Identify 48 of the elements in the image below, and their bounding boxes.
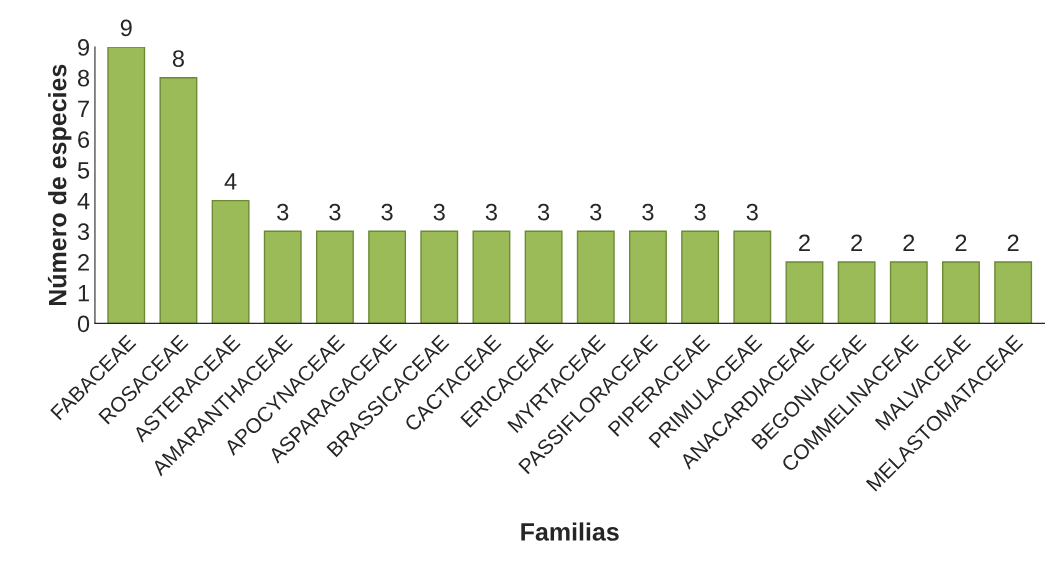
data-label: 3 (694, 203, 706, 221)
bar (315, 230, 354, 324)
bar (994, 261, 1033, 324)
data-label: 9 (120, 19, 132, 37)
bar (420, 230, 459, 324)
data-label: 2 (1007, 234, 1019, 251)
y-tick-label: 6 (78, 131, 90, 148)
bar (681, 230, 720, 324)
y-tick-label: 0 (77, 315, 90, 333)
y-axis-title: Número de especies (47, 64, 72, 306)
bar (889, 261, 928, 324)
data-label: 3 (537, 203, 550, 221)
data-label: 2 (903, 234, 915, 251)
data-label: 3 (277, 203, 289, 221)
data-label: 8 (172, 50, 184, 67)
bar (368, 230, 407, 324)
y-tick-label: 4 (77, 192, 90, 210)
data-label: 2 (955, 234, 967, 251)
data-label: 4 (224, 173, 237, 190)
data-label: 3 (329, 203, 341, 221)
data-label: 3 (433, 203, 445, 221)
bar (785, 261, 824, 324)
data-label: 3 (485, 203, 497, 221)
y-tick-label: 2 (78, 254, 89, 271)
x-axis-title: Familias (521, 522, 619, 541)
bar (576, 230, 615, 324)
bar (159, 77, 198, 324)
data-label: 2 (851, 234, 863, 251)
y-tick-label: 3 (77, 223, 90, 241)
y-tick-label: 8 (77, 69, 90, 87)
data-label: 2 (799, 234, 810, 251)
bar (263, 230, 302, 324)
bar (942, 261, 980, 324)
y-tick-label: 9 (78, 39, 89, 56)
bar (837, 261, 876, 324)
data-label: 3 (590, 203, 602, 221)
y-tick-label: 7 (78, 100, 89, 118)
bar (107, 47, 146, 324)
bar (629, 230, 667, 324)
y-tick-label: 5 (77, 162, 90, 179)
data-label: 3 (746, 203, 758, 221)
bar (472, 230, 511, 324)
y-tick-label: 1 (78, 285, 89, 302)
bar (524, 230, 563, 324)
bar (733, 230, 772, 324)
data-label: 3 (381, 203, 393, 221)
data-label: 3 (642, 203, 654, 221)
bar (211, 199, 250, 324)
